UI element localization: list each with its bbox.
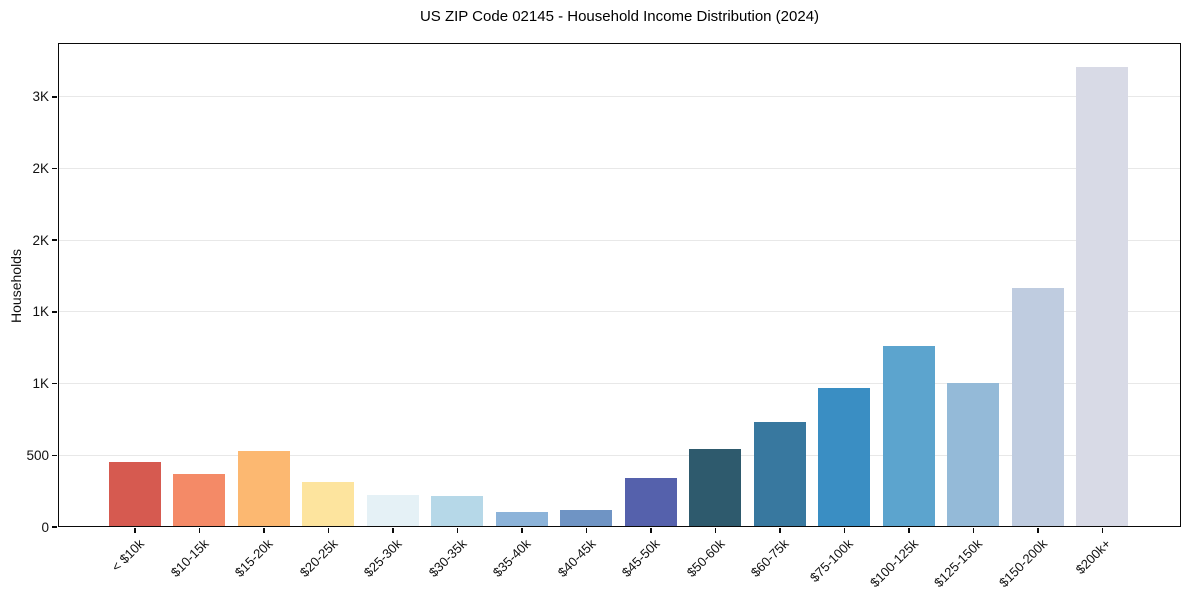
x-tick-label: < $10k — [108, 536, 147, 575]
x-tick-label: $125-150k — [931, 536, 986, 590]
gridline — [59, 383, 1180, 385]
x-tick-label: $150-200k — [995, 536, 1050, 590]
x-tick-mark — [521, 528, 523, 533]
y-tick-mark — [52, 167, 57, 170]
y-tick-label: 3K — [32, 89, 49, 105]
gridline — [59, 311, 1180, 313]
plot-area — [58, 43, 1181, 527]
gridline — [59, 239, 1180, 241]
bar-$25-30k — [366, 495, 419, 526]
x-tick-mark — [972, 528, 975, 533]
x-tick-label: $100-125k — [866, 536, 921, 590]
bar-$125-150k — [947, 382, 999, 526]
x-tick-label: $10-15k — [167, 536, 212, 580]
bar-$150-200k — [1011, 288, 1064, 526]
x-tick-mark — [714, 528, 717, 533]
y-tick-label: 2K — [32, 232, 49, 248]
x-tick-mark — [134, 528, 136, 533]
y-tick-label: 2K — [32, 160, 49, 176]
bar-$60-75k — [753, 422, 806, 526]
x-tick-label: $25-30k — [360, 536, 405, 580]
x-tick-label: $30-35k — [425, 536, 470, 580]
bar-$50-60k — [689, 449, 741, 526]
x-tick-mark — [456, 528, 459, 533]
y-tick-mark — [52, 526, 57, 528]
y-tick-mark — [52, 96, 57, 98]
bar-< $10k — [108, 461, 161, 526]
bar-$10-15k — [173, 473, 225, 526]
x-tick-mark — [779, 528, 781, 533]
gridline — [59, 167, 1180, 169]
x-tick-mark — [843, 528, 846, 533]
x-tick-mark — [1037, 528, 1039, 533]
bar-$75-100k — [818, 388, 870, 526]
y-tick-label: 500 — [26, 447, 49, 463]
x-tick-mark — [908, 528, 910, 533]
gridline — [59, 454, 1180, 456]
bar-$200k+ — [1076, 67, 1128, 526]
bar-$20-25k — [302, 481, 354, 526]
y-tick-mark — [52, 382, 57, 385]
bar-$40-45k — [560, 509, 612, 526]
x-tick-mark — [327, 528, 330, 533]
bar-$100-125k — [882, 346, 935, 526]
bar-$45-50k — [624, 478, 677, 526]
x-tick-mark — [263, 528, 265, 533]
x-tick-label: $40-45k — [554, 536, 599, 580]
gridline — [59, 96, 1180, 98]
x-tick-label: $45-50k — [618, 536, 663, 580]
bar-$30-35k — [431, 496, 483, 526]
x-tick-label: $15-20k — [231, 536, 276, 580]
x-tick-label: $60-75k — [747, 536, 792, 580]
x-tick-label: $75-100k — [807, 536, 857, 585]
x-tick-mark — [198, 528, 201, 533]
bar-$35-40k — [495, 511, 548, 526]
x-tick-mark — [392, 528, 394, 533]
x-tick-mark — [1101, 528, 1104, 533]
y-tick-mark — [52, 454, 57, 457]
y-tick-label: 1K — [32, 304, 49, 320]
x-tick-label: $50-60k — [683, 536, 728, 580]
x-tick-mark — [585, 528, 588, 533]
y-tick-mark — [52, 239, 57, 241]
chart-title: US ZIP Code 02145 - Household Income Dis… — [419, 8, 820, 25]
x-tick-mark — [650, 528, 652, 533]
y-tick-label: 0 — [41, 519, 49, 535]
y-tick-mark — [52, 311, 57, 313]
x-tick-label: $200k+ — [1073, 536, 1115, 578]
bar-$15-20k — [237, 450, 290, 526]
x-tick-label: $35-40k — [489, 536, 534, 580]
y-tick-label: 1K — [32, 376, 49, 392]
x-tick-label: $20-25k — [296, 536, 341, 580]
